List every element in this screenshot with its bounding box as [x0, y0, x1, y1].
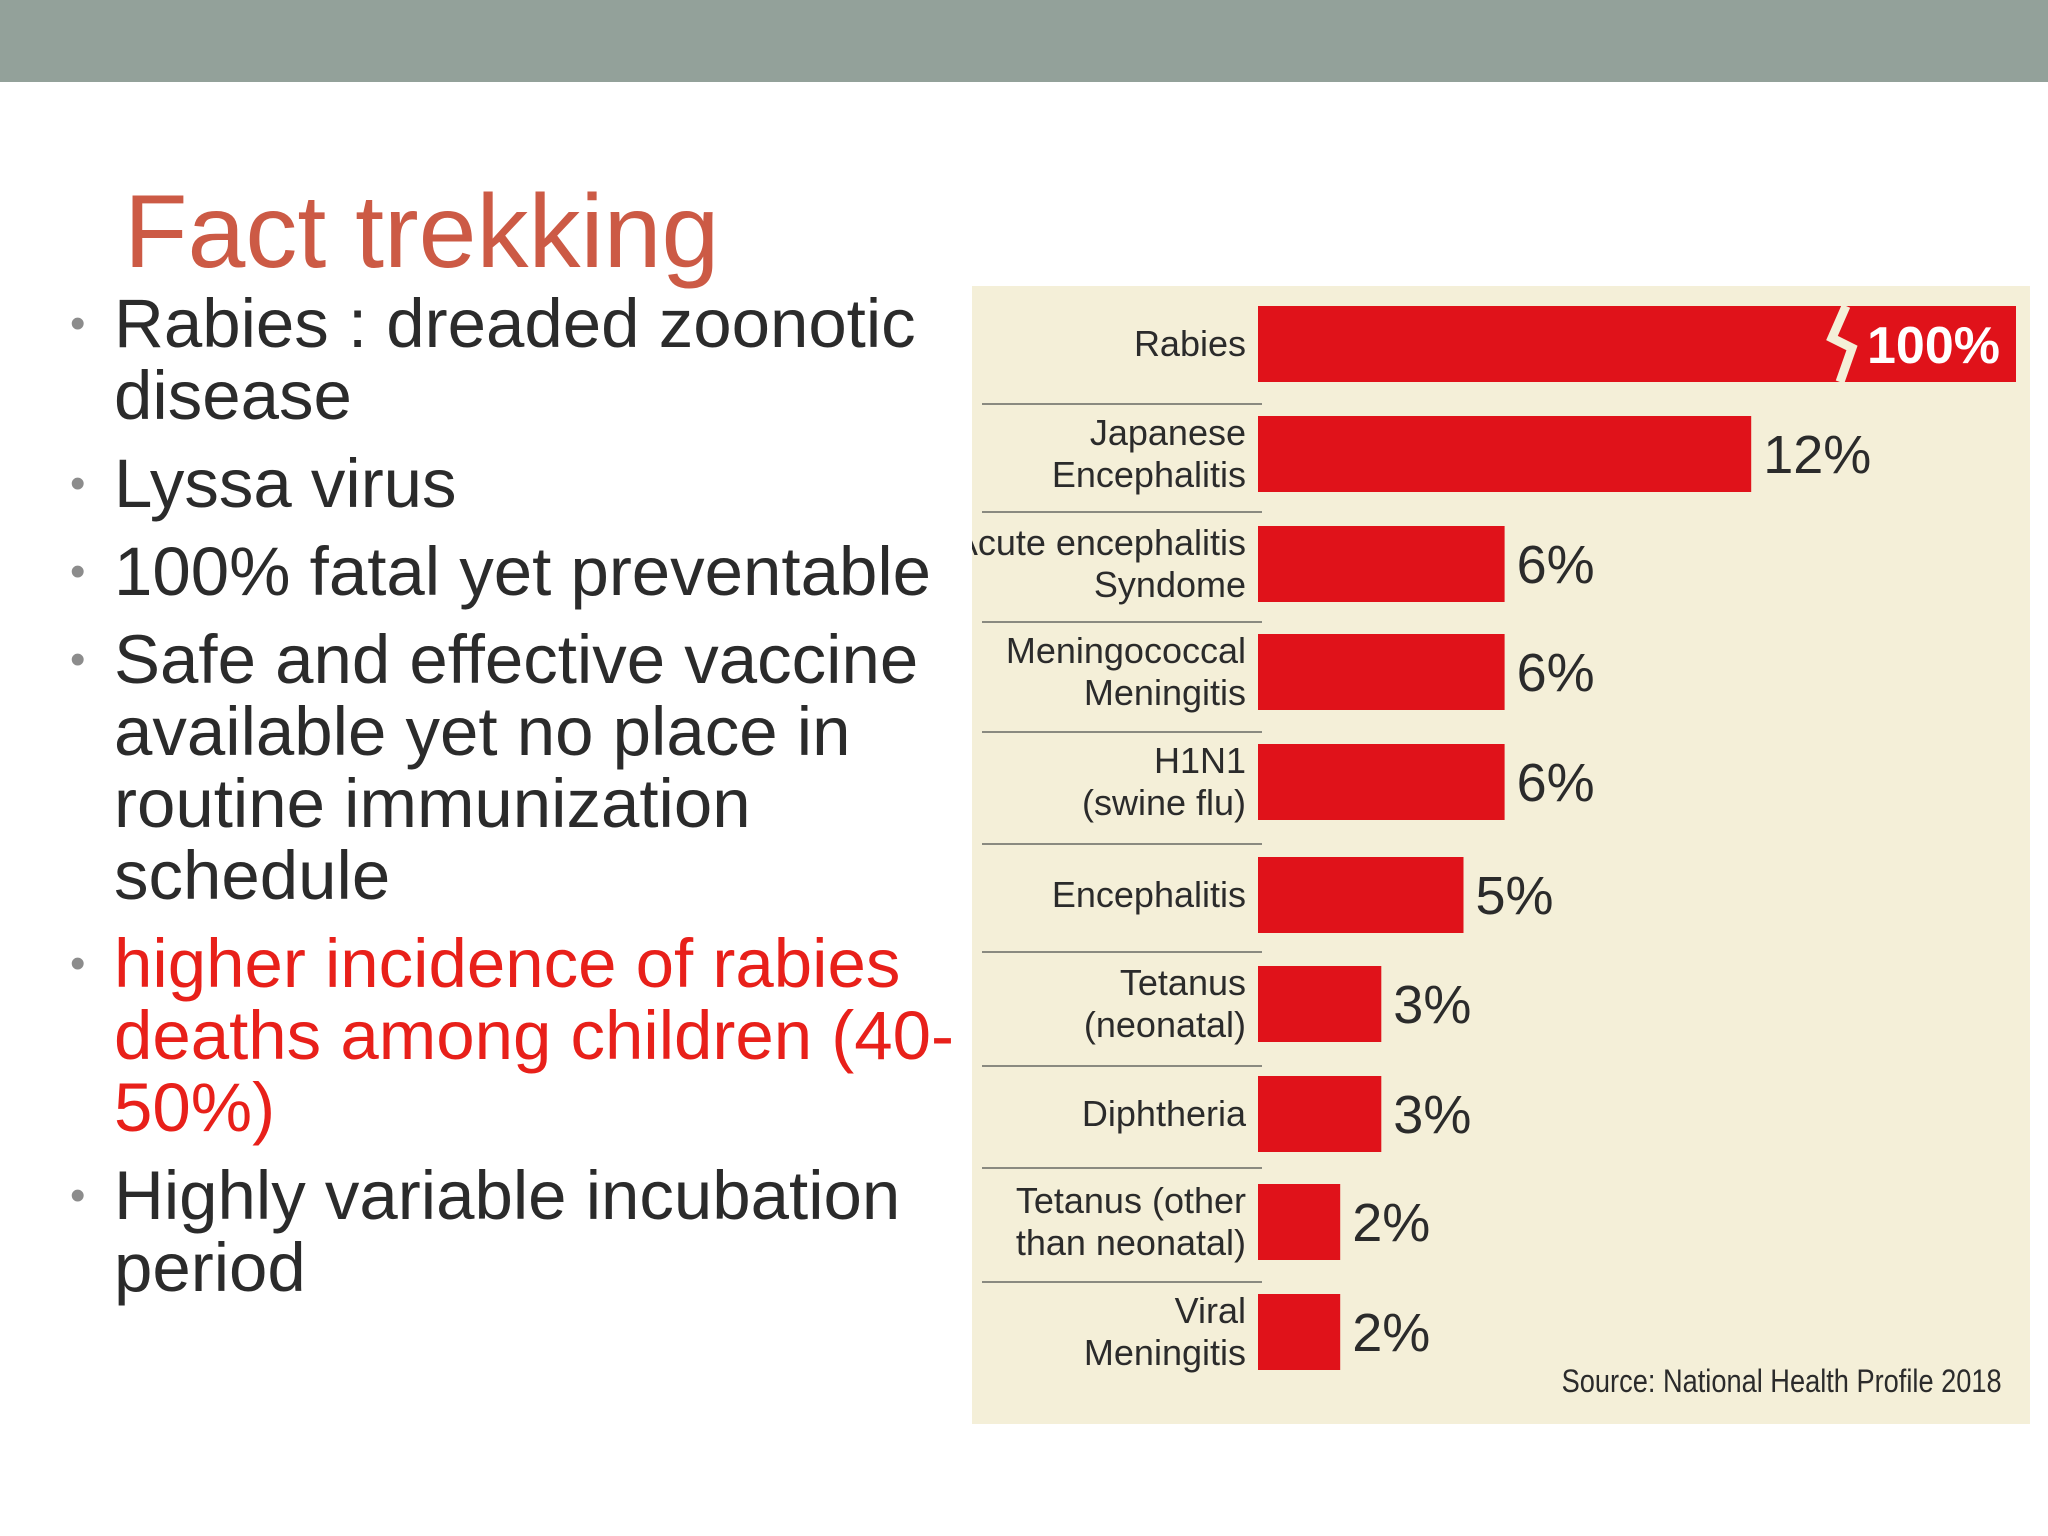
bar-7: [1258, 966, 1382, 1042]
value-label: 3%: [1393, 975, 1471, 1035]
bullet-text: Highly variable incubation period: [114, 1157, 901, 1306]
value-label: 6%: [1517, 753, 1595, 813]
top-accent-bar: [0, 0, 2048, 82]
value-label: 12%: [1763, 425, 1871, 485]
bullet-item: • Safe and effective vaccine available ye…: [70, 624, 970, 912]
chart-source: Source: National Health Profile 2018: [1562, 1363, 2002, 1399]
bar-6: [1258, 857, 1464, 933]
bullet-text: Safe and effective vaccine available yet…: [114, 621, 919, 914]
bullet-text: Rabies : dreaded zoonotic disease: [114, 285, 916, 434]
bullet-dot-icon: •: [70, 299, 86, 348]
category-label: Rabies: [1134, 323, 1246, 364]
category-label: Tetanus (other: [1016, 1180, 1246, 1221]
bar-4: [1258, 634, 1505, 710]
value-label: 2%: [1352, 1303, 1430, 1363]
category-label: (neonatal): [1084, 1004, 1246, 1045]
bullet-dot-icon: •: [70, 635, 86, 684]
category-label: Syndome: [1094, 564, 1246, 605]
slide-title: Fact trekking: [124, 174, 720, 290]
bullet-dot-icon: •: [70, 939, 86, 988]
bullet-dot-icon: •: [70, 459, 86, 508]
value-label: 6%: [1517, 643, 1595, 703]
category-label: Meningococcal: [1006, 630, 1246, 671]
bullet-item: • Rabies : dreaded zoonotic disease: [70, 288, 970, 432]
category-label: Meningitis: [1084, 1332, 1246, 1373]
axis-break-mark: [1826, 304, 1858, 384]
value-label: 100%: [1867, 317, 2000, 375]
category-label: Encephalitis: [1052, 874, 1246, 915]
category-label: Encephalitis: [1052, 454, 1246, 495]
category-label: Viral: [1175, 1290, 1246, 1331]
bar-2: [1258, 416, 1752, 492]
bar-1: [1258, 306, 2016, 382]
bullet-item: • 100% fatal yet preventable: [70, 536, 970, 608]
mortality-bar-chart: 100% Rabies 12% Japanese Encephalitis 6% Acute…: [972, 286, 2030, 1424]
bullet-text: Lyssa virus: [114, 445, 457, 522]
bullet-dot-icon: •: [70, 1171, 86, 1220]
bar-8: [1258, 1076, 1382, 1152]
value-label: 5%: [1476, 866, 1554, 926]
category-label: H1N1: [1154, 740, 1246, 781]
category-label: Acute encephalitis: [972, 522, 1246, 563]
bullet-item: • Highly variable incubation period: [70, 1160, 970, 1304]
bar-3: [1258, 526, 1505, 602]
bullet-text: higher incidence of rabies deaths among …: [114, 925, 954, 1146]
value-label: 6%: [1517, 535, 1595, 595]
bullet-dot-icon: •: [70, 547, 86, 596]
category-label: Diphtheria: [1082, 1093, 1247, 1134]
value-label: 2%: [1352, 1193, 1430, 1253]
category-label: Japanese: [1090, 412, 1246, 453]
bullet-item-highlight: • higher incidence of rabies deaths amon…: [70, 928, 970, 1144]
bar-5: [1258, 744, 1505, 820]
category-label: than neonatal): [1016, 1222, 1246, 1263]
bullet-text: 100% fatal yet preventable: [114, 533, 932, 610]
bar-9: [1258, 1184, 1341, 1260]
chart-canvas: 100%Rabies12%JapaneseEncephalitis6%Acute…: [972, 304, 2016, 1373]
value-label: 3%: [1393, 1085, 1471, 1145]
category-label: Meningitis: [1084, 672, 1246, 713]
bar-10: [1258, 1294, 1341, 1370]
bullet-list: • Rabies : dreaded zoonotic disease • Lyss…: [70, 288, 970, 1320]
category-label: (swine flu): [1082, 782, 1246, 823]
category-label: Tetanus: [1120, 962, 1246, 1003]
bullet-item: • Lyssa virus: [70, 448, 970, 520]
